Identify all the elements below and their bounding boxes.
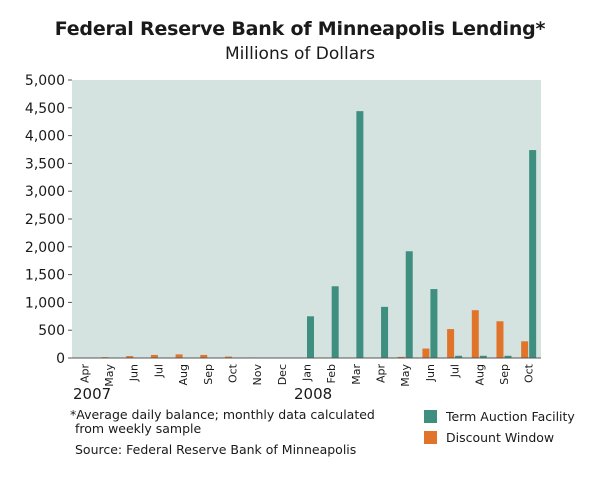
bar-term-auction-facility xyxy=(356,111,364,358)
x-tick-label: Feb xyxy=(325,364,338,383)
bar-discount-window xyxy=(175,354,183,358)
x-tick-label: Jul xyxy=(449,364,462,378)
bars xyxy=(76,111,537,358)
y-tick-label: 500 xyxy=(38,323,65,339)
y-tick-label: 2,500 xyxy=(25,212,65,228)
y-tick-label: 4,000 xyxy=(25,129,65,145)
bar-discount-window xyxy=(224,356,232,358)
x-tick-label: Apr xyxy=(375,364,388,384)
bar-discount-window xyxy=(126,356,134,358)
legend-swatch-taf xyxy=(424,410,437,423)
bar-term-auction-facility xyxy=(504,355,512,358)
bar-term-auction-facility xyxy=(529,150,537,358)
y-tick-label: 0 xyxy=(56,351,65,367)
bar-discount-window xyxy=(521,341,529,358)
x-tick-label: Jul xyxy=(152,364,165,378)
y-tick-label: 3,500 xyxy=(25,156,65,172)
x-tick-label: Aug xyxy=(473,364,486,385)
x-tick-label: Jun xyxy=(128,364,141,382)
y-tick-label: 3,000 xyxy=(25,184,65,200)
x-tick-label: Jun xyxy=(424,364,437,382)
footnote-line-2: from weekly sample xyxy=(75,421,202,436)
footnote-line-1: *Average daily balance; monthly data cal… xyxy=(70,407,375,422)
x-tick-label: Jan xyxy=(301,364,314,382)
x-tick-label: May xyxy=(399,364,412,387)
legend-label-taf: Term Auction Facility xyxy=(446,409,575,424)
bar-discount-window xyxy=(200,354,208,358)
source-note: Source: Federal Reserve Bank of Minneapo… xyxy=(75,442,357,457)
bar-term-auction-facility xyxy=(430,289,438,358)
legend-swatch-discount-window xyxy=(424,431,437,444)
legend-item-taf: Term Auction Facility xyxy=(424,409,575,424)
y-tick-label: 1,500 xyxy=(25,268,65,284)
x-tick-label: Oct xyxy=(226,363,239,383)
x-axis: Apr May Jun Jul Aug Sep Oct Nov Dec Jan Feb Mar Apr M… xyxy=(78,363,535,386)
bar-term-auction-facility xyxy=(331,286,339,358)
x-tick-label: Apr xyxy=(78,364,91,384)
x-tick-label: May xyxy=(103,364,116,387)
x-tick-label: Dec xyxy=(276,364,289,385)
bar-term-auction-facility xyxy=(307,316,314,358)
y-axis: 0 500 1,000 1,500 2,000 2,500 3,000 3,500 4,000 4… xyxy=(25,73,72,367)
bar-term-auction-facility xyxy=(405,251,413,358)
bar-discount-window xyxy=(471,310,479,358)
bar-discount-window xyxy=(496,321,504,358)
y-tick-label: 2,000 xyxy=(25,240,65,256)
year-label-2008: 2008 xyxy=(294,385,333,403)
plot-area xyxy=(72,80,541,358)
bar-discount-window xyxy=(397,356,405,358)
bar-discount-window xyxy=(447,329,455,358)
legend-label-discount-window: Discount Window xyxy=(446,430,555,445)
bar-discount-window xyxy=(150,354,158,358)
y-tick-label: 1,000 xyxy=(25,295,65,311)
y-tick-label: 5,000 xyxy=(25,73,65,89)
bar-term-auction-facility xyxy=(455,355,463,358)
bar-term-auction-facility xyxy=(479,355,487,358)
x-tick-label: Sep xyxy=(202,364,215,385)
x-tick-label: Oct xyxy=(523,363,536,383)
y-tick-label: 4,500 xyxy=(25,101,65,117)
x-tick-label: Mar xyxy=(350,364,363,385)
x-tick-label: Nov xyxy=(251,364,264,386)
chart-title: Federal Reserve Bank of Minneapolis Lend… xyxy=(54,18,546,40)
bar-discount-window xyxy=(422,348,430,358)
legend-item-discount-window: Discount Window xyxy=(424,430,554,445)
bar-term-auction-facility xyxy=(381,306,389,358)
x-tick-label: Aug xyxy=(177,364,190,385)
chart-subtitle: Millions of Dollars xyxy=(225,44,375,64)
x-tick-label: Sep xyxy=(498,364,511,385)
year-label-2007: 2007 xyxy=(73,385,112,403)
